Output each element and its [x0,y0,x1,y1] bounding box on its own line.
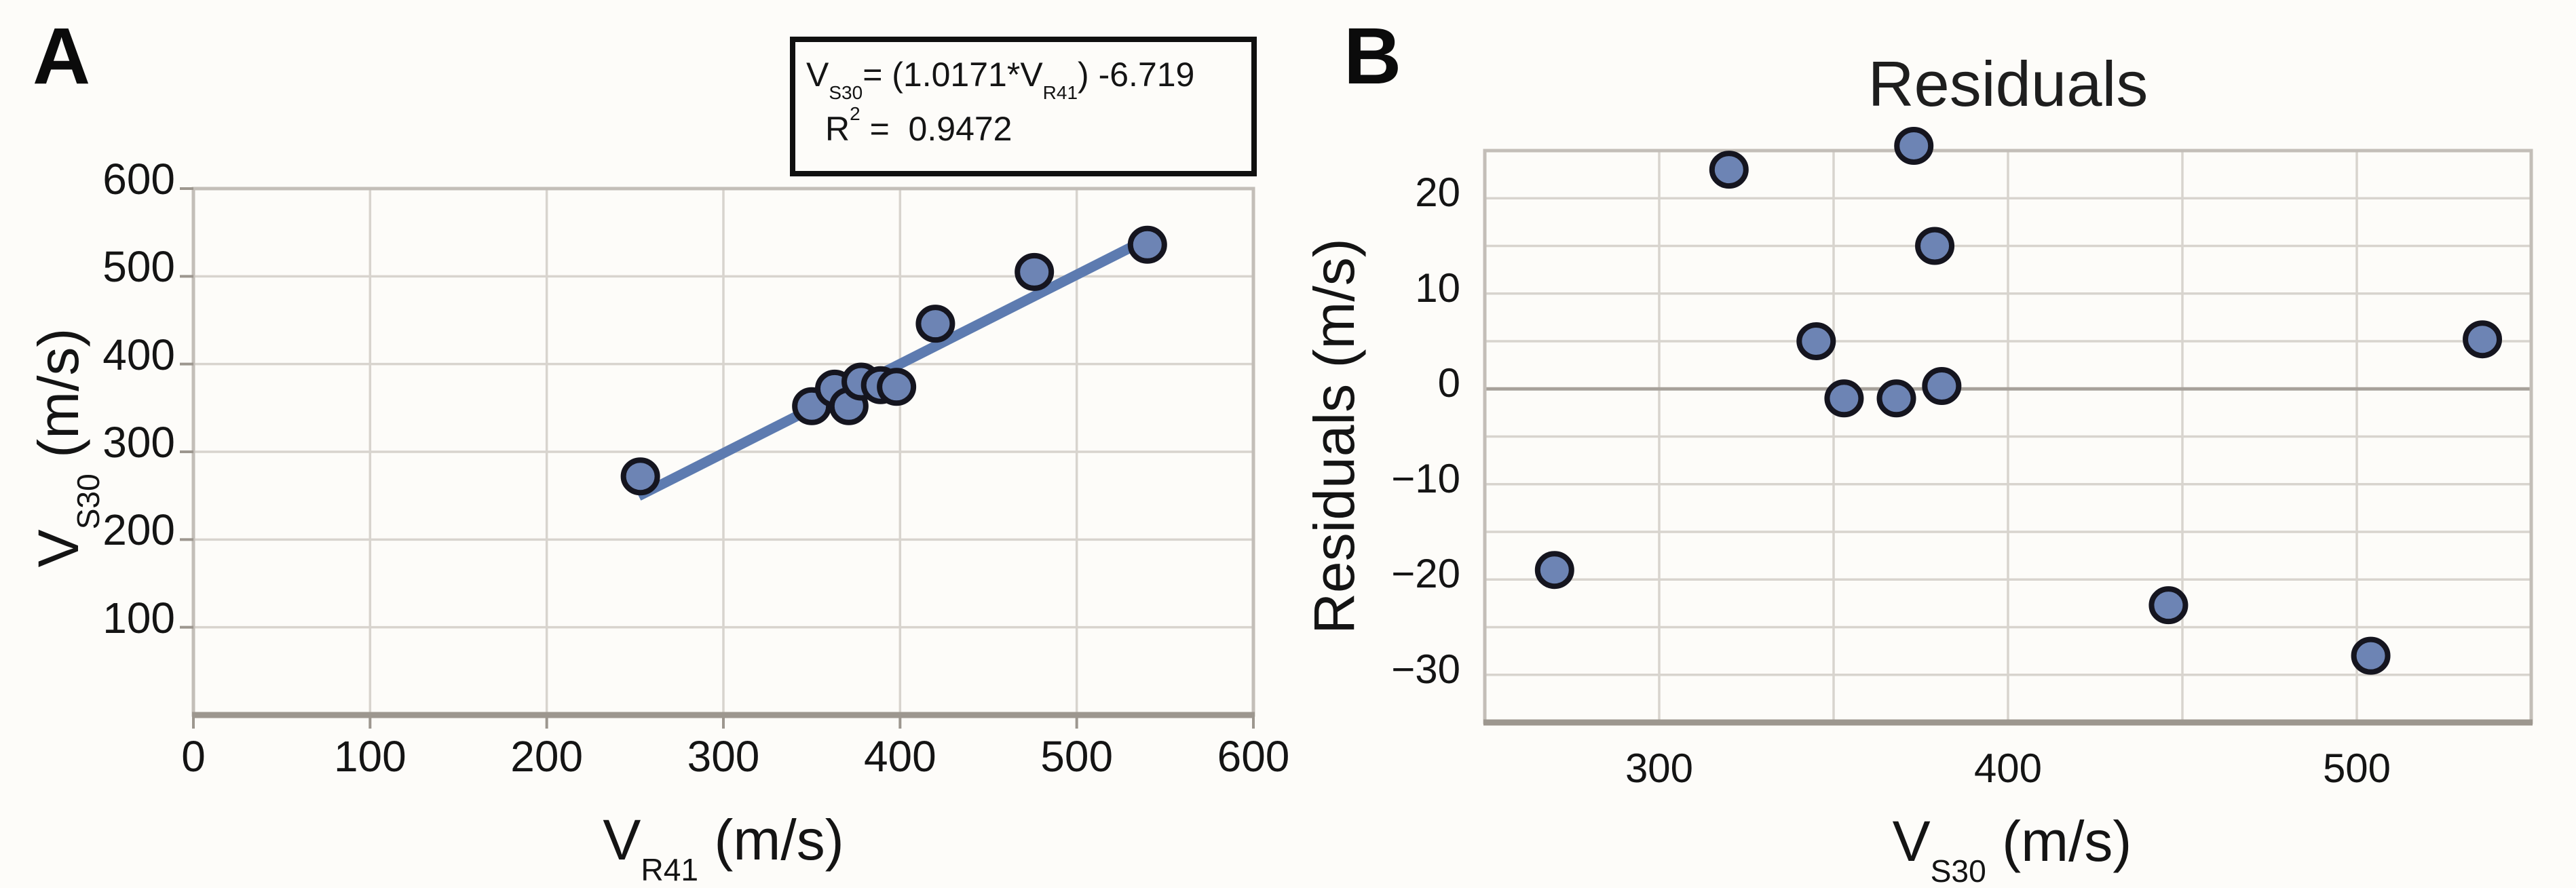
panel-a-y-tick-label: 600 [102,155,175,204]
equation-box: VS30= (1.0171*VR41) -6.719 R2 = 0.9472 [790,37,1257,176]
panel-b-title: Residuals [1868,48,2148,119]
panel-a-label: A [33,12,91,101]
panel-a-x-tick-label: 300 [687,732,760,781]
data-point [915,305,955,343]
data-point [1796,322,1836,360]
panel-b-x-tick-label: 500 [2322,746,2391,791]
panel-b-y-tick-label: −10 [1391,455,1460,501]
panel-b-x-tick-label: 300 [1625,746,1694,791]
data-point [1534,551,1574,590]
panel-b-y-tick-label: 20 [1415,170,1460,216]
data-point [620,457,660,496]
data-point [1922,367,1962,406]
panel-a-y-tick-label: 500 [102,242,175,292]
panel-b-y-tick-label: −20 [1391,551,1460,597]
panel-a-x-tick-label: 400 [863,732,936,781]
panel-b-x-axis-title: VS30 (m/s) [1892,809,2132,888]
panel-a-x-tick-label: 200 [510,732,584,781]
panel-b-y-tick-label: 10 [1415,265,1460,311]
data-point [1709,151,1749,189]
data-point [2351,636,2391,675]
panel-b-x-tick-label: 400 [1973,746,2043,791]
data-point [1915,227,1955,265]
panel-b-label: B [1344,12,1402,101]
r-squared-value: R2 = 0.9472 [825,102,1012,148]
panel-a-x-tick-label: 100 [333,732,406,781]
data-point [1876,379,1916,418]
data-point [1127,225,1167,264]
panel-a-y-tick-label: 200 [102,505,175,555]
data-point [1824,379,1864,418]
panel-a-y-tick-label: 100 [102,593,175,642]
panel-b-y-tick-label: 0 [1437,360,1460,406]
panel-a-y-tick-label: 400 [102,330,175,379]
panel-a-x-tick-label: 500 [1040,732,1114,781]
data-point [877,368,917,406]
data-point [2148,586,2189,625]
regression-equation: VS30= (1.0171*VR41) -6.719 [806,56,1195,104]
data-point [1015,252,1055,291]
data-point [1894,126,1934,165]
panel-a-x-tick-label: 600 [1217,732,1290,781]
data-point [2463,320,2503,359]
panel-a-x-tick-label: 0 [181,732,206,781]
panel-b-y-tick-label: −30 [1391,646,1460,692]
panel-a-x-axis-title: VR41 (m/s) [603,808,844,887]
panel-a-y-tick-label: 300 [102,418,175,467]
panel-b-y-axis-title: Residuals (m/s) [1302,238,1366,634]
